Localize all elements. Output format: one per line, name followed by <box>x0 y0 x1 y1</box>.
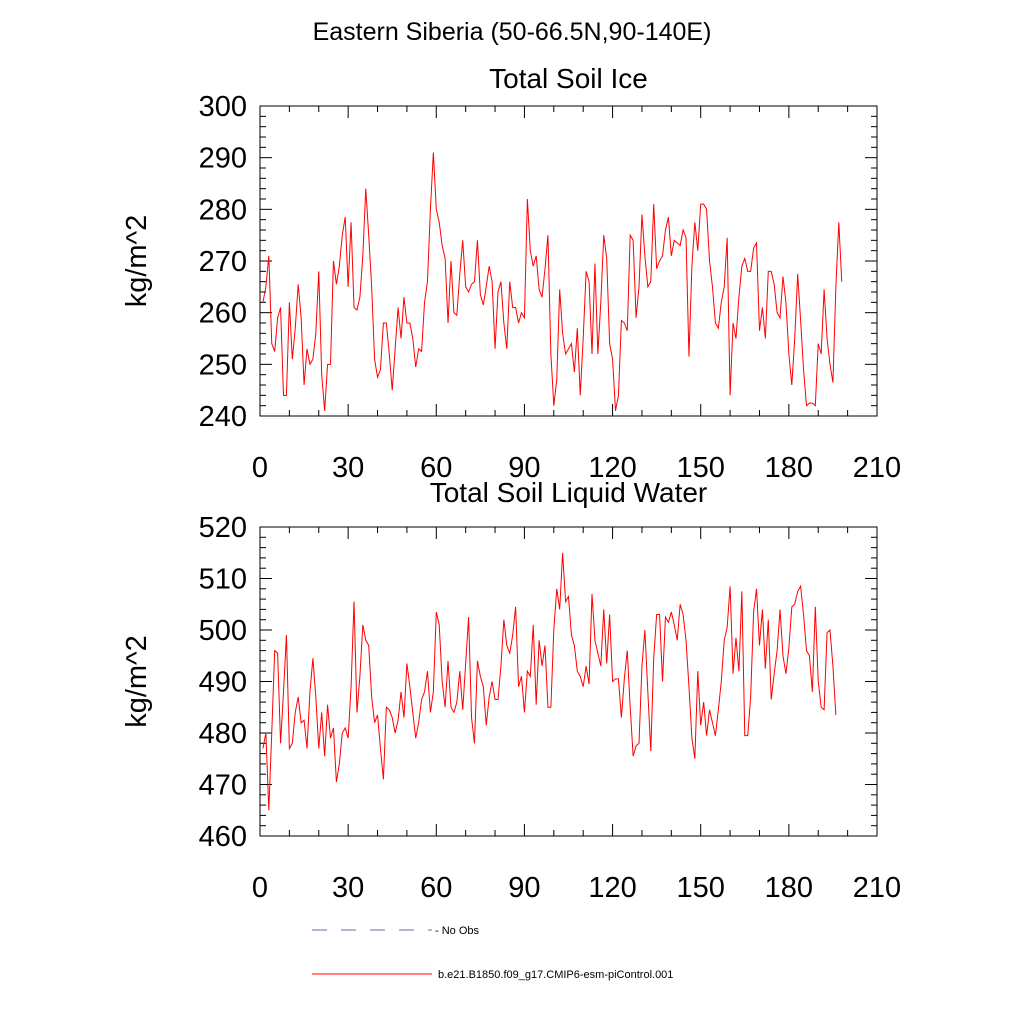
x-tick-label: 210 <box>853 452 901 484</box>
y-tick-label: 240 <box>199 401 247 433</box>
x-tick-label: 150 <box>677 452 725 484</box>
y-tick-label: 300 <box>199 91 247 123</box>
series-line <box>262 552 837 811</box>
y-tick-label: 520 <box>199 512 247 544</box>
y-tick-label: 510 <box>199 564 247 596</box>
y-tick-label: 480 <box>199 718 247 750</box>
y-tick-label: 290 <box>199 143 247 175</box>
page-title: Eastern Siberia (50-66.5N,90-140E) <box>312 18 712 46</box>
panel-total-soil-liquid-water: Total Soil Liquid Water kg/m^2 0 30 60 90 120 1… <box>121 477 901 904</box>
x-tick-label: 30 <box>332 872 364 904</box>
x-tick-label: 0 <box>252 452 268 484</box>
x-tick-label: 210 <box>853 872 901 904</box>
x-tick-label: 150 <box>677 872 725 904</box>
x-tick-label: 180 <box>765 872 813 904</box>
y-tick-label: 470 <box>199 770 247 802</box>
y-tick-label: 260 <box>199 298 247 330</box>
y-tick-label: 270 <box>199 246 247 278</box>
x-tick-label: 120 <box>588 872 636 904</box>
x-tick-label: 90 <box>508 452 540 484</box>
legend-label-no-obs: - No Obs <box>435 925 480 937</box>
legend: - No Obs b.e21.B1850.f09_g17.CMIP6-esm-p… <box>312 925 673 981</box>
chart-title: Total Soil Ice <box>489 63 648 94</box>
y-tick-label: 250 <box>199 349 247 381</box>
x-tick-label: 60 <box>420 452 452 484</box>
legend-label-model: b.e21.B1850.f09_g17.CMIP6-esm-piControl.… <box>438 969 673 981</box>
x-tick-label: 30 <box>332 452 364 484</box>
panel-total-soil-ice: Total Soil Ice kg/m^2 0 30 60 90 120 150 180 210 2… <box>121 63 901 484</box>
x-tick-label: 60 <box>420 872 452 904</box>
x-tick-label: 90 <box>508 872 540 904</box>
x-tick-label: 120 <box>588 452 636 484</box>
y-tick-label: 500 <box>199 615 247 647</box>
series-line <box>262 152 843 411</box>
chart-title: Total Soil Liquid Water <box>430 477 708 508</box>
y-tick-label: 460 <box>199 821 247 853</box>
x-tick-label: 180 <box>765 452 813 484</box>
plot-frame <box>259 526 878 837</box>
y-tick-label: 490 <box>199 667 247 699</box>
y-axis-label: kg/m^2 <box>121 215 153 308</box>
y-axis-label: kg/m^2 <box>121 635 153 728</box>
y-tick-label: 280 <box>199 194 247 226</box>
x-tick-label: 0 <box>252 872 268 904</box>
